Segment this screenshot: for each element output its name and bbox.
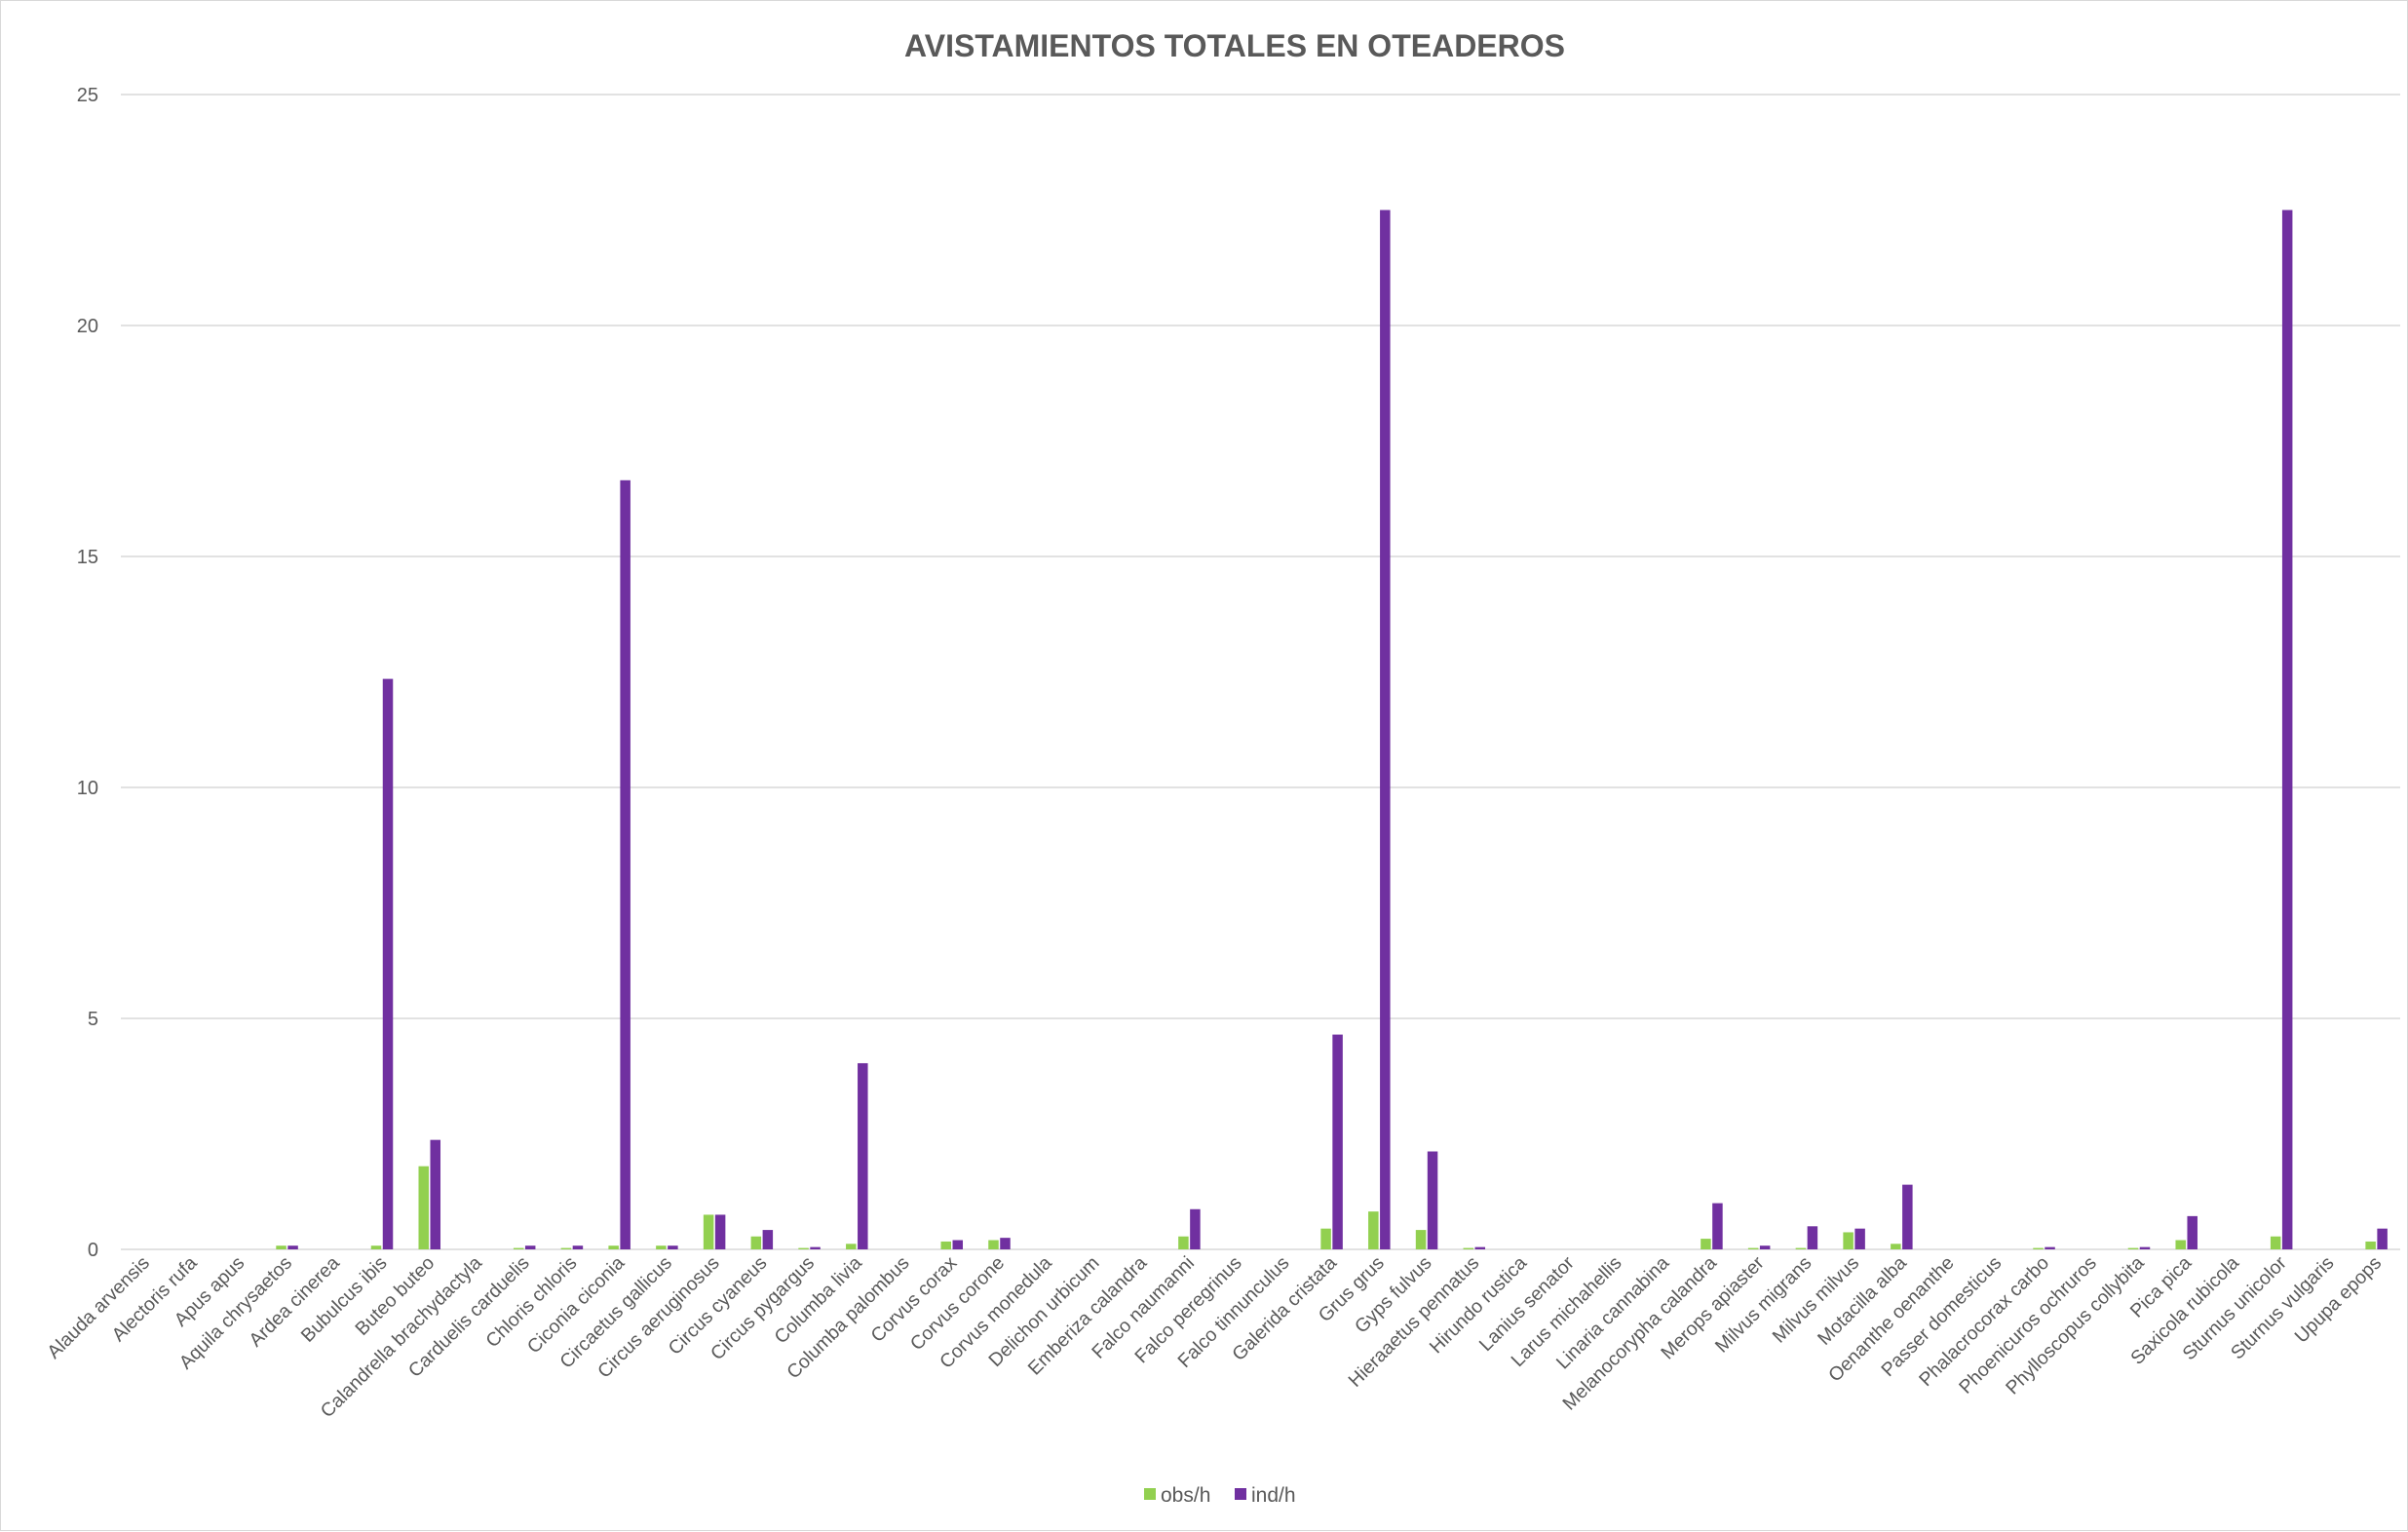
bar-obs-h [2127,1247,2139,1249]
bar-obs-h [2365,1241,2376,1249]
bar-obs-h [1320,1228,1331,1249]
bar-obs-h [608,1245,619,1249]
bar-obs-h [1795,1247,1807,1249]
bar-ind-h [668,1245,678,1249]
bar-ind-h [1712,1203,1723,1249]
bar-ind-h [1427,1151,1438,1249]
y-tick-label: 5 [88,1009,98,1030]
bar-obs-h [2270,1236,2281,1249]
legend-swatch-obs-h [1144,1488,1156,1500]
y-axis-ticks: 0 5 10 15 20 25 [77,85,98,1261]
bar-obs-h [1701,1239,1711,1249]
bar-ind-h [1474,1246,1486,1249]
bar-ind-h [1380,210,1391,1249]
bar-ind-h [2187,1215,2198,1249]
bar-obs-h [1368,1211,1379,1249]
bar-ind-h [2377,1228,2388,1249]
bar-ind-h [287,1245,298,1249]
bar-ind-h [952,1240,964,1249]
bar-ind-h [524,1245,536,1249]
bar-ind-h [1190,1208,1201,1249]
y-tick-label: 20 [77,316,98,337]
bar-ind-h [1807,1226,1818,1249]
bar-ind-h [714,1214,726,1249]
bar-obs-h [276,1245,287,1249]
bar-obs-h [750,1236,762,1249]
bar-ind-h [620,479,631,1249]
bar-obs-h [1747,1247,1759,1249]
bar-obs-h [370,1245,382,1249]
gridlines [121,94,2400,1250]
bar-ind-h [810,1246,821,1249]
bar-obs-h [703,1214,714,1249]
legend-label-obs-h: obs/h [1161,1484,1210,1507]
bar-obs-h [513,1247,524,1249]
bar-obs-h [1415,1230,1427,1249]
bar-obs-h [560,1247,572,1249]
bar-obs-h [1843,1232,1854,1249]
legend-swatch-ind-h [1235,1488,1246,1500]
bar-ind-h [2281,210,2293,1249]
bar-obs-h [988,1240,999,1249]
bar-obs-h [1178,1236,1189,1249]
bar-ind-h [762,1230,774,1249]
legend: obs/h ind/h [1144,1484,1296,1507]
bar-obs-h [798,1247,809,1249]
bar-ind-h [1000,1238,1011,1249]
bar-ind-h [1332,1034,1343,1249]
bar-ind-h [382,678,394,1249]
bar-ind-h [572,1245,584,1249]
bar-ind-h [858,1062,868,1249]
bar-ind-h [1854,1228,1865,1249]
y-tick-label: 25 [77,85,98,106]
bar-obs-h [418,1166,429,1249]
bar-obs-h [1891,1244,1901,1249]
bar-obs-h [656,1245,667,1249]
bar-ind-h [1902,1184,1913,1249]
bar-obs-h [940,1241,952,1249]
bar-obs-h [2033,1247,2044,1249]
bar-ind-h [430,1139,440,1249]
bar-ind-h [2139,1246,2151,1249]
y-tick-label: 0 [88,1240,98,1261]
chart-title: AVISTAMIENTOS TOTALES EN OTEADEROS [904,28,1565,63]
bars [276,210,2388,1249]
y-tick-label: 15 [77,547,98,568]
bar-ind-h [1759,1245,1771,1249]
bar-obs-h [2175,1240,2186,1249]
legend-label-ind-h: ind/h [1251,1484,1296,1507]
bar-ind-h [2045,1246,2055,1249]
bar-obs-h [846,1244,857,1249]
y-tick-label: 10 [77,778,98,799]
bar-obs-h [1463,1247,1474,1249]
